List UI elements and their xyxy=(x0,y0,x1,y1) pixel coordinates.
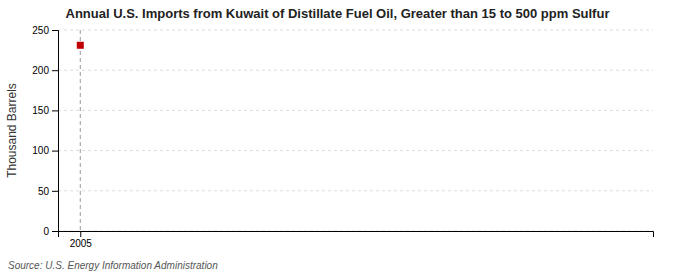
y-tick-mark xyxy=(52,231,58,232)
title: Annual U.S. Imports from Kuwait of Disti… xyxy=(66,6,610,21)
y-tick-label: 0 xyxy=(43,226,49,237)
y-tick-label: 50 xyxy=(38,186,50,197)
y-tick-label: 200 xyxy=(32,65,49,76)
y-tick-mark xyxy=(52,110,58,111)
grid xyxy=(58,30,653,231)
grid-line xyxy=(58,30,653,31)
x-axis-line xyxy=(59,232,654,238)
y-tick: 150 xyxy=(32,105,58,116)
y-axis-line xyxy=(52,31,59,232)
reference-line xyxy=(80,30,81,231)
y-tick-mark xyxy=(52,151,58,152)
grid-line xyxy=(58,190,653,191)
x-tick-mark xyxy=(80,231,81,237)
x-tick: 2005 xyxy=(70,231,93,249)
x-axis: 2005 xyxy=(59,231,654,249)
y-tick-mark xyxy=(52,70,58,71)
chart: 2005 0 50 100 150 200 250 Thousand Barrels Annua… xyxy=(0,0,675,275)
source: Source: U.S. Energy Information Administ… xyxy=(8,260,218,271)
point xyxy=(77,42,84,49)
plot: 2005 0 50 100 150 200 250 xyxy=(32,25,653,249)
y-tick-mark xyxy=(52,30,58,31)
grid-line xyxy=(58,70,653,71)
y-tick: 250 xyxy=(32,25,58,36)
y-axis: 0 50 100 150 200 250 xyxy=(32,25,58,237)
y-tick: 200 xyxy=(32,65,58,76)
y-tick-mark xyxy=(52,191,58,192)
y-tick: 50 xyxy=(38,186,58,197)
y-tick-label: 100 xyxy=(32,145,49,156)
x-tick-label: 2005 xyxy=(70,238,93,249)
grid-line xyxy=(58,110,653,111)
y-axis-title: Thousand Barrels xyxy=(5,83,19,178)
y-tick: 0 xyxy=(43,226,58,237)
grid-line xyxy=(58,150,653,151)
y-tick: 100 xyxy=(32,145,58,156)
marks xyxy=(77,30,84,231)
y-tick-label: 150 xyxy=(32,105,49,116)
y-tick-label: 250 xyxy=(32,25,49,36)
